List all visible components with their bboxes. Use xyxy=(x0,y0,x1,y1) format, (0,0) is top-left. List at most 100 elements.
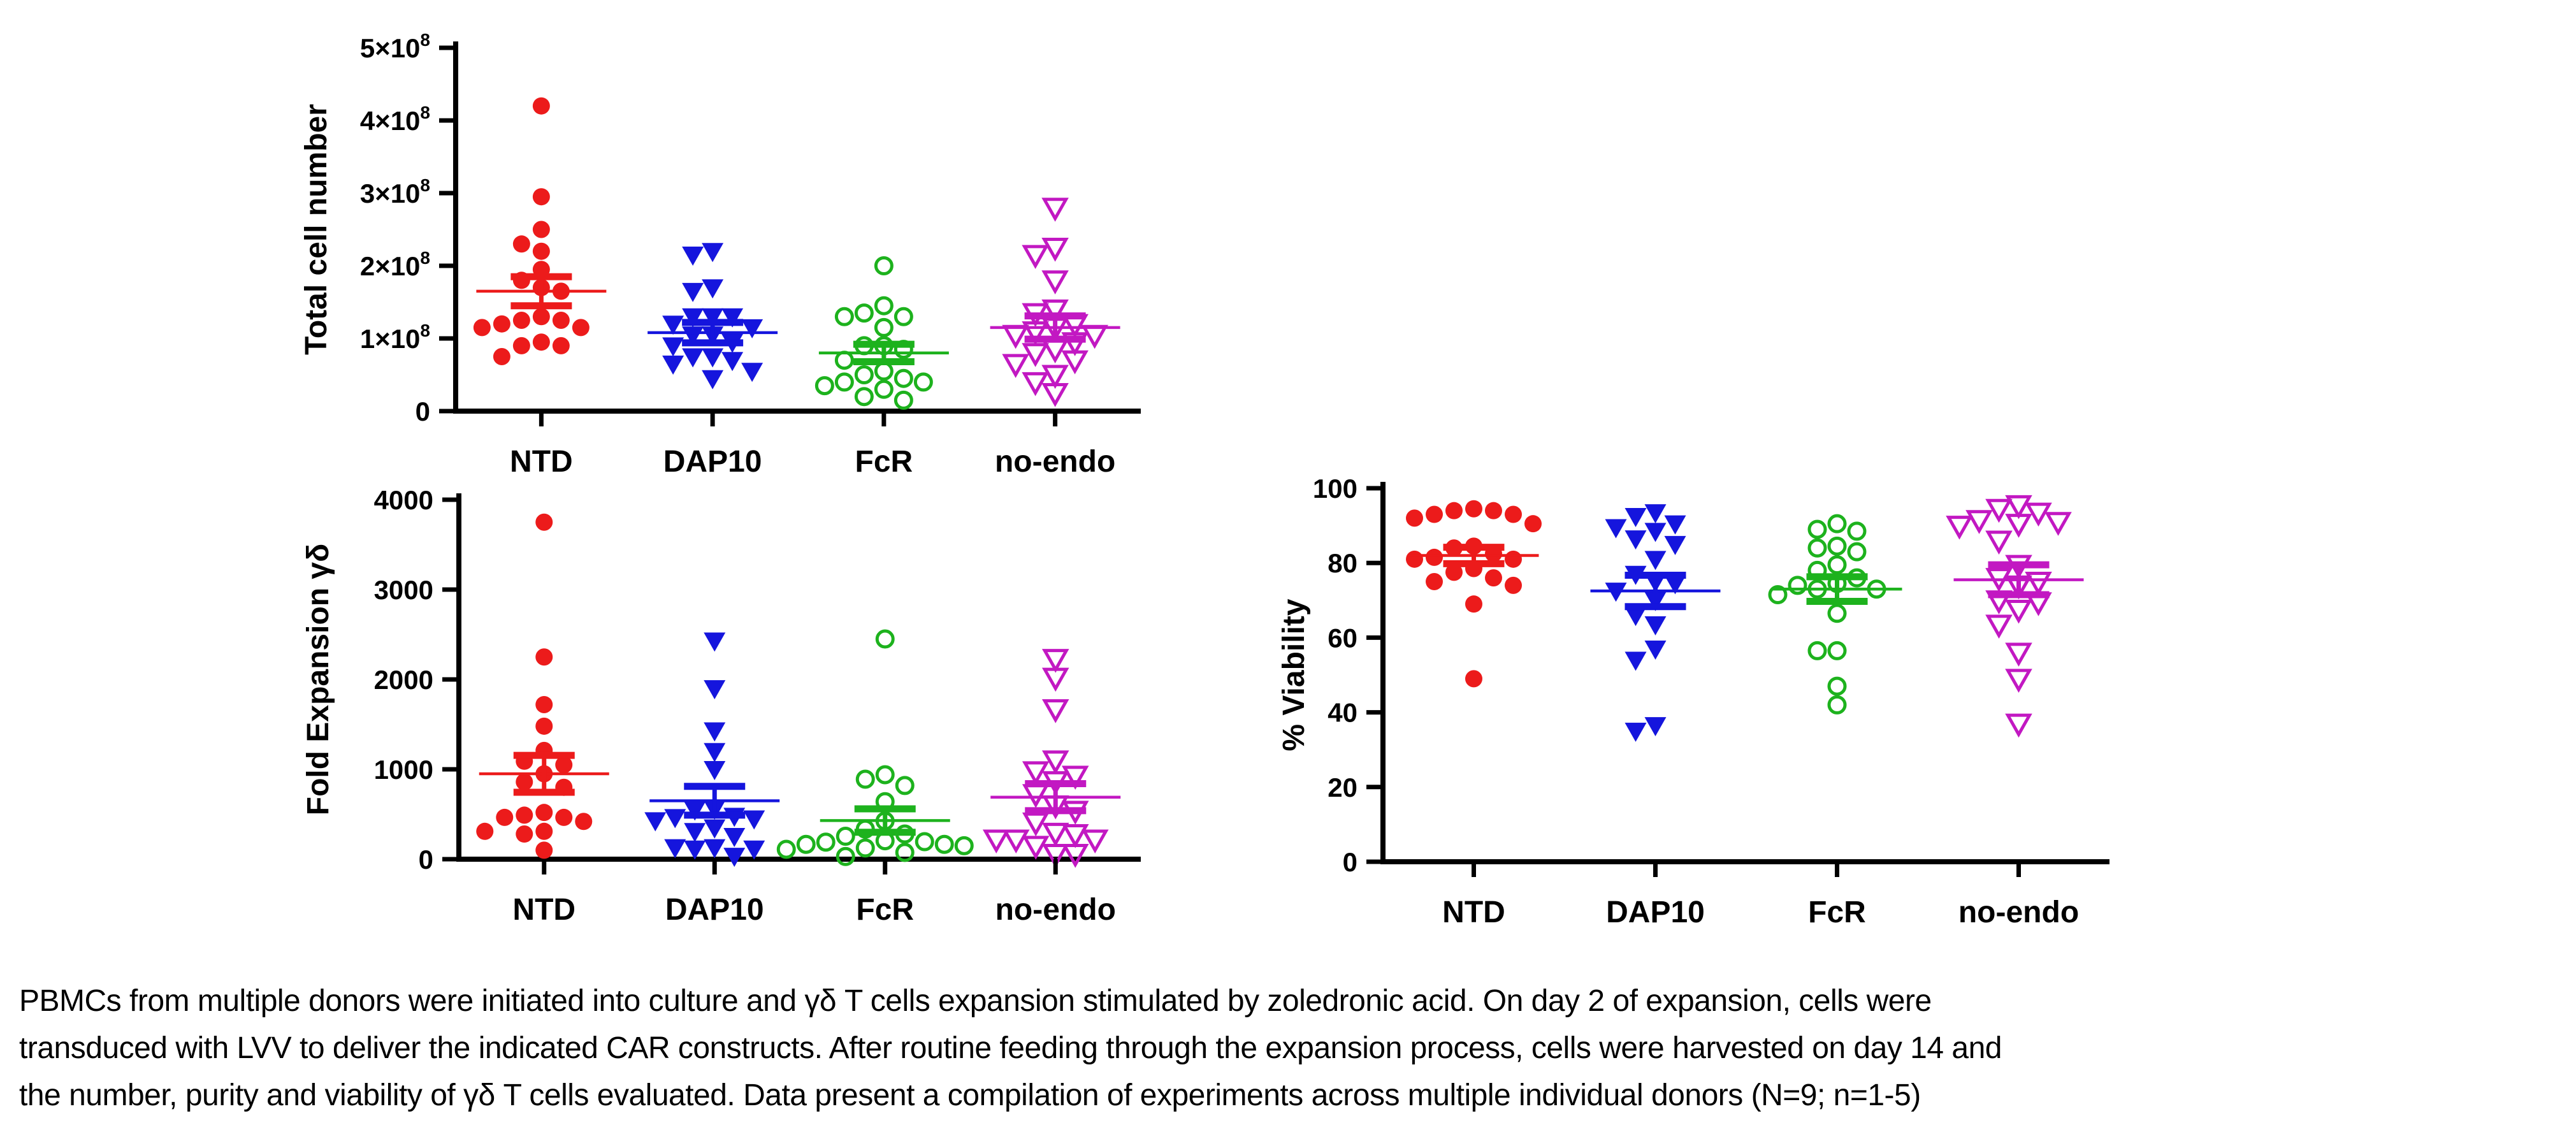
data-point xyxy=(1827,555,1847,575)
data-point xyxy=(854,303,874,323)
data-point xyxy=(836,827,855,846)
data-point xyxy=(2005,713,2032,738)
data-point xyxy=(1445,502,1463,519)
data-point xyxy=(1426,573,1443,590)
data-point xyxy=(1022,321,1049,345)
data-point xyxy=(913,372,933,392)
caption-line-3: the number, purity and viability of γδ T… xyxy=(19,1078,1921,1112)
data-point xyxy=(875,765,895,785)
data-point xyxy=(512,337,530,354)
data-point xyxy=(1022,761,1050,785)
data-point xyxy=(895,843,915,862)
category-label-DAP10: DAP10 xyxy=(665,893,764,927)
data-point xyxy=(1644,640,1667,660)
data-point xyxy=(704,819,726,839)
data-point xyxy=(555,808,573,826)
data-point xyxy=(702,243,724,263)
data-point xyxy=(684,801,706,821)
category-label-NTD: NTD xyxy=(512,893,575,927)
data-point xyxy=(1465,670,1482,688)
data-point xyxy=(1061,765,1089,790)
series-FcR xyxy=(814,256,949,410)
data-point xyxy=(796,834,816,854)
data-point xyxy=(473,319,491,337)
data-point xyxy=(476,822,494,840)
y-axis-title: % Viability xyxy=(1277,599,1311,751)
data-point xyxy=(1644,616,1667,635)
data-point xyxy=(855,769,875,789)
data-point xyxy=(682,282,704,302)
data-point xyxy=(704,722,726,742)
category-label-FcR: FcR xyxy=(1808,896,1866,929)
data-point xyxy=(1827,536,1847,556)
data-point xyxy=(532,308,550,326)
data-point xyxy=(814,376,834,396)
data-point xyxy=(532,188,550,206)
data-point xyxy=(723,828,746,848)
data-point xyxy=(1847,542,1867,562)
data-point xyxy=(855,838,875,858)
category-label-no-endo: no-endo xyxy=(1958,896,2079,929)
y-tick-label: 100 xyxy=(1313,474,1357,504)
data-point xyxy=(1445,563,1463,581)
data-point xyxy=(1807,538,1827,558)
y-tick-label: 2×108 xyxy=(360,248,430,281)
data-point xyxy=(704,743,726,762)
data-point xyxy=(575,813,593,831)
data-point xyxy=(1061,844,1089,868)
series-DAP10 xyxy=(648,243,778,389)
y-tick-label: 5×108 xyxy=(360,30,430,63)
data-point xyxy=(1041,667,1069,692)
data-point xyxy=(1022,245,1049,269)
series-NTD xyxy=(1406,500,1542,688)
chart-total-cell-number: 0 1×108 2×108 3×108 4×108 5×108 Total cell num… xyxy=(300,30,1141,479)
data-point xyxy=(1624,607,1647,627)
y-tick-label: 20 xyxy=(1328,773,1357,802)
data-point xyxy=(552,337,570,354)
data-point xyxy=(1946,516,1973,540)
data-point xyxy=(512,235,530,253)
data-point xyxy=(834,307,854,326)
data-point xyxy=(1002,829,1030,854)
data-point xyxy=(1788,576,1807,595)
data-point xyxy=(1664,575,1686,595)
data-point xyxy=(1624,507,1647,527)
data-point xyxy=(1985,614,2013,639)
data-point xyxy=(834,372,854,392)
data-point xyxy=(874,361,894,381)
chart-fold-expansion-gd: 0 1000 2000 3000 4000 Fold Expansion γδ NTD DAP… xyxy=(301,485,1141,927)
y-tick-label: 1000 xyxy=(374,755,433,785)
data-point xyxy=(1644,717,1667,737)
data-point xyxy=(854,387,874,407)
data-point xyxy=(682,246,704,266)
data-point xyxy=(1768,585,1788,605)
data-point xyxy=(1081,324,1108,349)
caption-line-2: transduced with LVV to deliver the indic… xyxy=(19,1031,2002,1065)
data-point xyxy=(1644,551,1667,570)
data-point xyxy=(1807,519,1827,539)
data-point xyxy=(2005,514,2032,538)
data-point xyxy=(1041,383,1069,407)
series-no-endo xyxy=(982,649,1121,868)
data-point xyxy=(2005,599,2032,624)
data-point xyxy=(1624,651,1647,671)
data-point xyxy=(662,337,684,357)
series-no-endo xyxy=(990,198,1120,407)
series-NTD xyxy=(476,513,609,859)
data-point xyxy=(1061,332,1089,356)
data-point xyxy=(1465,595,1482,613)
data-point xyxy=(834,351,854,370)
data-point xyxy=(1041,822,1069,847)
data-point xyxy=(894,307,913,326)
series-no-endo xyxy=(1946,495,2084,738)
data-point xyxy=(1002,324,1029,349)
data-point xyxy=(664,809,686,829)
data-point xyxy=(1041,750,1069,774)
data-point xyxy=(1644,523,1667,542)
data-point xyxy=(1965,510,1993,534)
data-point xyxy=(954,836,974,855)
data-point xyxy=(702,348,724,368)
category-label-NTD: NTD xyxy=(1442,896,1505,929)
data-point xyxy=(743,810,765,830)
data-point xyxy=(1485,502,1502,519)
